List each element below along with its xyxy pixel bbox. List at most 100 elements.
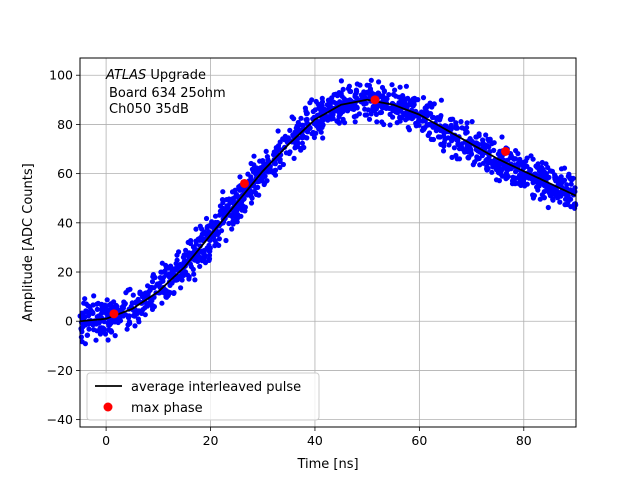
sample-point (428, 111, 434, 117)
sample-point (453, 120, 459, 126)
sample-point (244, 192, 250, 198)
sample-point (482, 142, 489, 148)
sample-point (469, 119, 475, 125)
sample-point (562, 202, 568, 208)
sample-point (287, 127, 293, 133)
sample-point (531, 193, 538, 199)
sample-point (123, 290, 129, 296)
sample-point (217, 212, 223, 218)
sample-point (425, 132, 431, 138)
sample-point (556, 193, 563, 199)
sample-point (190, 266, 196, 272)
sample-point (408, 98, 414, 104)
sample-point (91, 327, 97, 333)
sample-point (302, 134, 308, 140)
plot-frame (79, 57, 577, 428)
sample-point (410, 114, 416, 120)
sample-point (295, 124, 301, 130)
x-tick-label: 40 (307, 433, 323, 448)
sample-point (261, 160, 267, 166)
sample-point (331, 92, 337, 98)
sample-point (361, 91, 367, 97)
sample-point (164, 294, 170, 300)
sample-point (430, 124, 436, 130)
sample-point (174, 252, 180, 258)
sample-point (117, 314, 124, 320)
sample-point (557, 199, 563, 205)
sample-point (277, 156, 283, 163)
sample-point (245, 171, 251, 177)
sample-point (202, 260, 209, 266)
sample-point (441, 143, 447, 149)
sample-point (149, 306, 156, 312)
sample-point (139, 293, 145, 300)
sample-point (373, 111, 379, 117)
sample-point (203, 215, 210, 222)
sample-point (237, 187, 243, 193)
sample-point (572, 201, 579, 207)
sample-point (300, 122, 306, 128)
sample-point (307, 100, 313, 106)
sample-point (550, 197, 556, 203)
sample-point (415, 97, 421, 103)
y-tick-label: 0 (65, 314, 73, 329)
sample-point (376, 79, 382, 85)
sample-point (539, 159, 545, 166)
sample-point (422, 110, 428, 116)
sample-point (104, 297, 110, 303)
sample-point (101, 326, 107, 332)
sample-point (464, 148, 470, 154)
sample-point (364, 82, 370, 88)
sample-point (341, 96, 347, 102)
sample-point (99, 301, 105, 307)
sample-point (438, 97, 444, 103)
sample-point (338, 78, 344, 84)
sample-point (227, 200, 233, 206)
sample-point (223, 207, 229, 213)
y-tick-label: 20 (57, 265, 73, 280)
sample-point (394, 120, 400, 126)
y-tick-label: 80 (57, 117, 73, 132)
sample-point (454, 156, 460, 162)
sample-point (264, 154, 270, 160)
sample-point (229, 213, 235, 220)
annotation-line-1: ATLAS Upgrade (105, 68, 206, 83)
sample-point (195, 236, 201, 242)
sample-point (520, 178, 527, 184)
sample-point (509, 181, 516, 187)
sample-point (451, 145, 457, 151)
sample-point (319, 124, 325, 130)
sample-point (229, 226, 235, 232)
sample-point (541, 189, 547, 195)
sample-point (98, 306, 104, 312)
sample-point (195, 258, 201, 264)
sample-point (524, 155, 530, 161)
sample-point (568, 181, 574, 187)
average-pulse-line (79, 98, 577, 323)
sample-point (149, 279, 156, 285)
sample-point (468, 147, 474, 153)
sample-point (216, 242, 222, 248)
sample-point (437, 117, 443, 123)
sample-point (440, 148, 447, 154)
sample-point (82, 341, 88, 347)
sample-point (130, 292, 136, 298)
sample-point (264, 178, 270, 184)
x-tick-label: 20 (203, 433, 219, 448)
sample-point (191, 271, 197, 277)
sample-point (251, 153, 257, 159)
sample-point (142, 312, 148, 318)
sample-point (446, 142, 452, 148)
sample-point (410, 103, 416, 109)
sample-point (274, 148, 280, 155)
sample-point (217, 203, 223, 209)
sample-point (374, 119, 380, 125)
sample-point (166, 265, 172, 271)
sample-point (112, 333, 118, 339)
sample-point (422, 118, 428, 124)
sample-point (377, 110, 383, 116)
sample-point (379, 84, 386, 91)
sample-point (159, 260, 165, 266)
sample-point (561, 177, 568, 183)
sample-point (182, 269, 189, 275)
